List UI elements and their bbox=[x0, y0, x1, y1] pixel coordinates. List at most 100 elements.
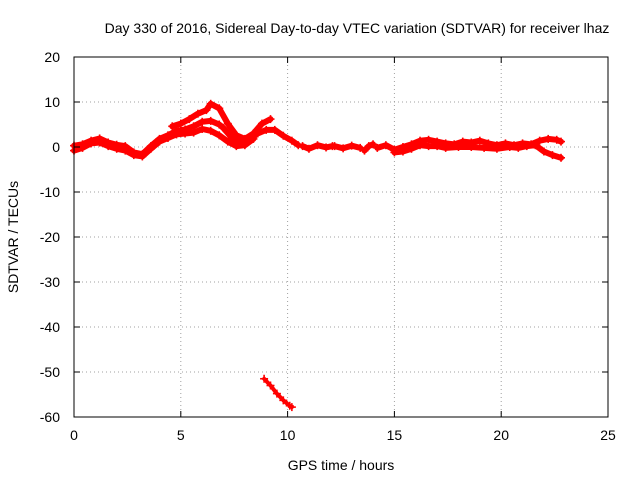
x-tick-label: 25 bbox=[600, 427, 616, 443]
data-point bbox=[198, 125, 207, 133]
data-point bbox=[155, 137, 164, 146]
data-point bbox=[360, 146, 369, 155]
data-point bbox=[232, 131, 241, 140]
x-tick-label: 15 bbox=[387, 427, 403, 443]
data-point bbox=[223, 137, 232, 146]
x-tick-label: 10 bbox=[280, 427, 296, 443]
x-axis-label: GPS time / hours bbox=[288, 457, 395, 473]
y-tick-label: 20 bbox=[44, 49, 60, 65]
data-point bbox=[202, 106, 211, 115]
data-point bbox=[557, 137, 566, 146]
data-point bbox=[505, 143, 514, 151]
data-point bbox=[364, 142, 373, 151]
data-point bbox=[104, 142, 113, 151]
data-point bbox=[266, 115, 275, 124]
data-point bbox=[535, 136, 544, 145]
data-point bbox=[330, 142, 339, 151]
data-point bbox=[304, 144, 313, 153]
data-point bbox=[356, 143, 365, 152]
data-point bbox=[181, 129, 190, 138]
data-point bbox=[206, 99, 215, 108]
data-point bbox=[193, 109, 202, 118]
data-series-layer bbox=[70, 99, 566, 412]
data-point bbox=[266, 381, 275, 390]
data-point bbox=[279, 131, 288, 140]
data-point bbox=[206, 116, 215, 125]
data-point bbox=[270, 125, 279, 134]
series-outlier-drop bbox=[260, 374, 296, 412]
data-point bbox=[416, 141, 425, 150]
series-band-afternoon-lower bbox=[390, 141, 566, 162]
data-point bbox=[163, 134, 172, 142]
data-point bbox=[223, 119, 232, 128]
data-point bbox=[168, 122, 177, 131]
data-point bbox=[219, 124, 228, 133]
series-line bbox=[71, 126, 257, 160]
data-point bbox=[189, 128, 198, 137]
data-point bbox=[522, 142, 531, 151]
x-tick-label: 0 bbox=[70, 427, 78, 443]
data-point bbox=[552, 135, 561, 144]
data-point bbox=[407, 144, 416, 153]
data-point bbox=[206, 126, 215, 135]
y-tick-label: 0 bbox=[52, 139, 60, 155]
axis-ticks bbox=[73, 56, 609, 418]
data-point bbox=[129, 151, 138, 160]
x-tick-label: 5 bbox=[177, 427, 185, 443]
data-point bbox=[322, 143, 331, 152]
series-line bbox=[331, 142, 364, 152]
data-point bbox=[531, 141, 540, 150]
data-point bbox=[454, 143, 463, 151]
x-tick-label: 20 bbox=[493, 427, 509, 443]
series-band-upper bbox=[168, 99, 275, 143]
data-point bbox=[480, 143, 489, 152]
data-point bbox=[240, 141, 249, 150]
y-tick-label: -40 bbox=[40, 319, 60, 335]
data-point bbox=[112, 144, 121, 153]
data-point bbox=[467, 143, 476, 151]
data-point bbox=[260, 374, 269, 383]
data-point bbox=[548, 151, 557, 160]
data-point bbox=[172, 130, 181, 139]
data-point bbox=[215, 131, 224, 140]
data-point bbox=[262, 125, 271, 134]
series-segment-13-5 bbox=[360, 140, 378, 155]
data-point bbox=[176, 119, 185, 128]
data-point bbox=[215, 104, 224, 113]
data-point bbox=[138, 152, 147, 161]
data-point bbox=[298, 142, 307, 151]
data-point bbox=[257, 119, 266, 128]
data-point bbox=[249, 134, 258, 143]
data-point bbox=[475, 136, 484, 145]
data-point bbox=[373, 143, 382, 152]
chart-title: Day 330 of 2016, Sidereal Day-to-day VTE… bbox=[105, 20, 610, 36]
data-point bbox=[287, 136, 296, 145]
data-point bbox=[339, 144, 348, 153]
data-point bbox=[215, 120, 224, 129]
data-point bbox=[390, 148, 399, 157]
data-point bbox=[369, 140, 378, 149]
data-point bbox=[185, 115, 194, 124]
series-line bbox=[71, 117, 302, 158]
y-tick-label: -10 bbox=[40, 184, 60, 200]
data-point bbox=[398, 147, 407, 156]
y-tick-label: 10 bbox=[44, 94, 60, 110]
data-point bbox=[313, 141, 322, 150]
data-point bbox=[441, 143, 450, 152]
data-point bbox=[514, 143, 523, 152]
data-point bbox=[539, 147, 548, 156]
y-tick-label: -50 bbox=[40, 364, 60, 380]
data-point bbox=[492, 144, 501, 153]
data-point bbox=[95, 138, 104, 147]
y-tick-label: -30 bbox=[40, 274, 60, 290]
data-point bbox=[433, 142, 442, 151]
data-point bbox=[121, 146, 130, 155]
data-point bbox=[279, 396, 288, 405]
data-point bbox=[272, 389, 281, 398]
data-point bbox=[87, 139, 96, 148]
data-point bbox=[198, 117, 207, 126]
series-segment-10-11 bbox=[298, 141, 337, 153]
data-point bbox=[557, 153, 566, 162]
y-tick-label: -20 bbox=[40, 229, 60, 245]
